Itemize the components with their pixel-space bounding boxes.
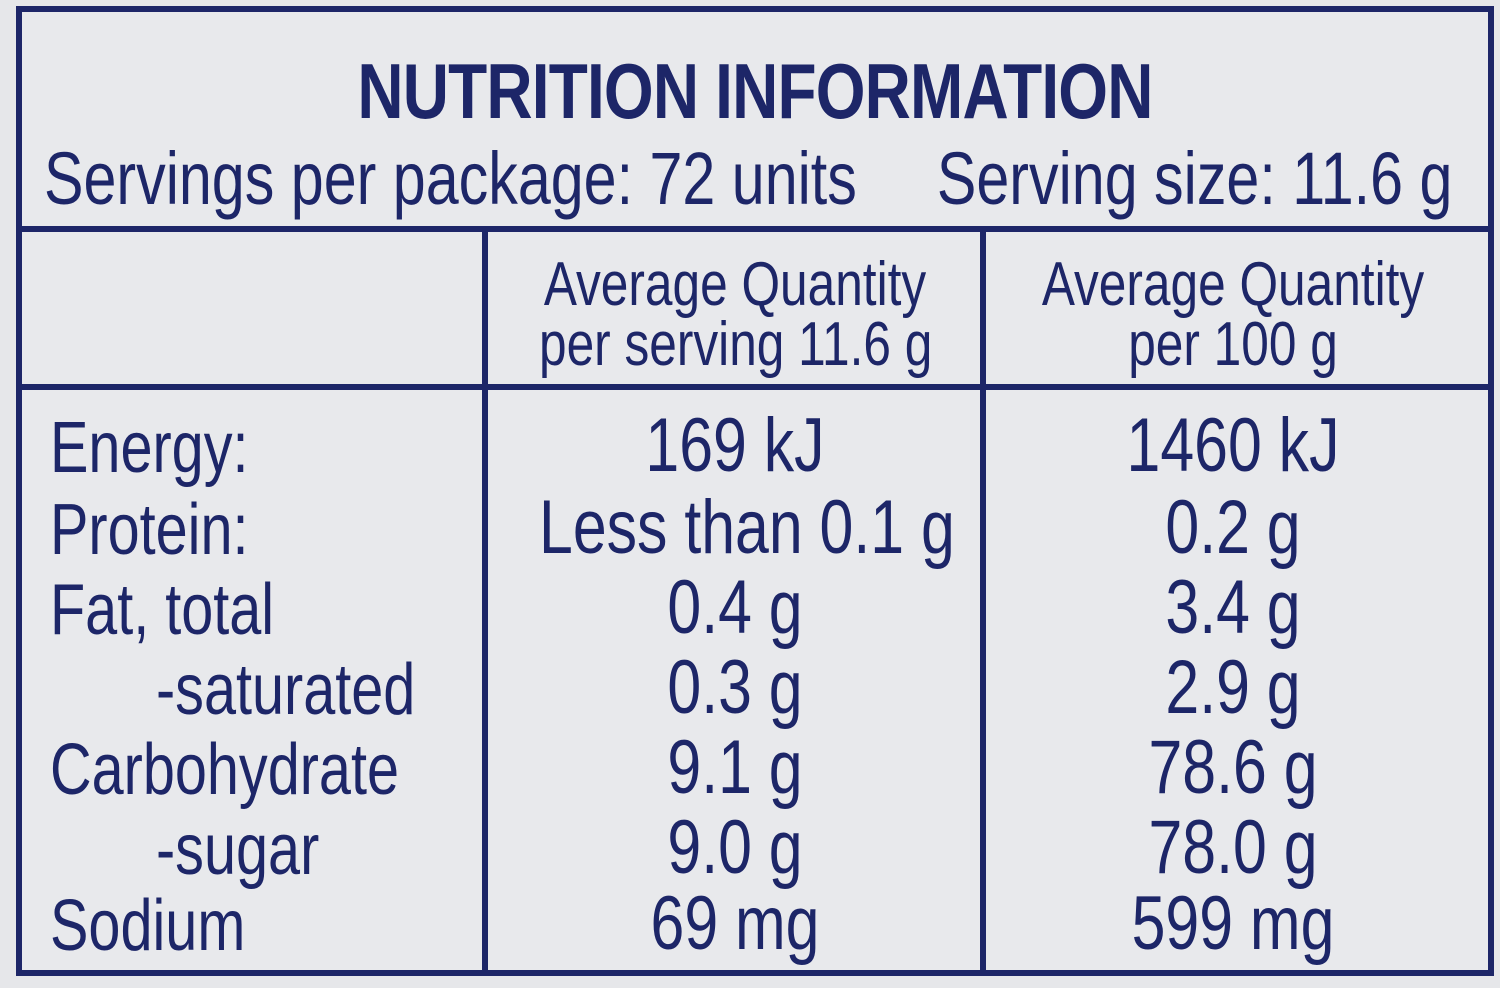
row-label-sodium: Sodium [50, 886, 246, 966]
saturated-per-serving: 0.3 g [667, 645, 803, 730]
serving-size: Serving size: 11.6 g [936, 137, 1452, 220]
per-100g-header-line2: per 100 g [1128, 310, 1338, 379]
column-header-divider [22, 384, 1488, 390]
header-divider [22, 226, 1488, 232]
row-label-protein: Protein: [50, 490, 249, 570]
sugar-per-serving: 9.0 g [667, 805, 803, 890]
fat-per-100g: 3.4 g [1165, 565, 1301, 650]
protein-per-serving: Less than 0.1 g [539, 485, 955, 570]
sugar-per-100g: 78.0 g [1148, 805, 1318, 890]
per-serving-header-line1: Average Quantity [543, 250, 927, 319]
per-serving-header-line2: per serving 11.6 g [539, 310, 933, 379]
fat-per-serving: 0.4 g [667, 565, 803, 650]
energy-per-100g: 1460 kJ [1126, 403, 1340, 488]
servings-per-package: Servings per package: 72 units [44, 137, 857, 220]
energy-per-serving: 169 kJ [645, 403, 825, 488]
panel-title: NUTRITION INFORMATION [357, 47, 1153, 135]
column-divider-2 [980, 226, 986, 976]
nutrition-table-frame: NUTRITION INFORMATION Servings per packa… [16, 6, 1494, 976]
sodium-per-serving: 69 mg [650, 881, 820, 966]
carbohydrate-per-100g: 78.6 g [1148, 725, 1318, 810]
row-label-sugar: -sugar [156, 810, 320, 890]
column-divider-1 [482, 226, 488, 976]
row-label-fat-total: Fat, total [50, 570, 275, 650]
row-label-energy: Energy: [50, 408, 249, 488]
per-100g-header-line1: Average Quantity [1041, 250, 1425, 319]
saturated-per-100g: 2.9 g [1165, 645, 1301, 730]
sodium-per-100g: 599 mg [1131, 881, 1335, 966]
row-label-saturated: -saturated [156, 650, 416, 730]
carbohydrate-per-serving: 9.1 g [667, 725, 803, 810]
row-label-carbohydrate: Carbohydrate [50, 730, 400, 810]
protein-per-100g: 0.2 g [1165, 485, 1301, 570]
